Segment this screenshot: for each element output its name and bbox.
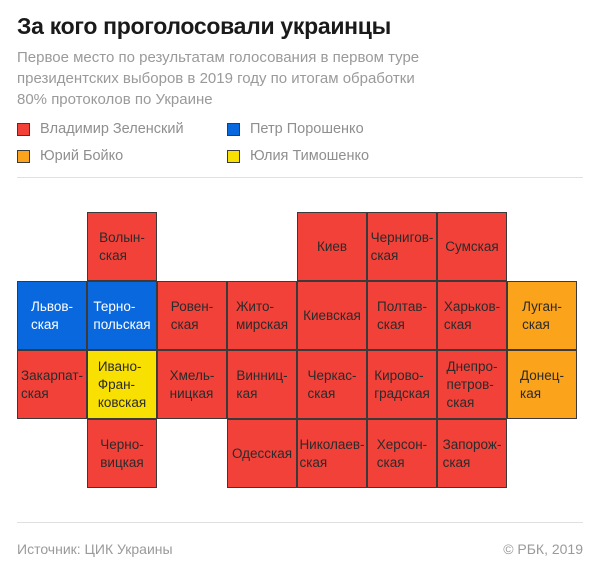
subtitle: Первое место по результатам голосования … bbox=[17, 49, 420, 108]
region-tile: Львов- ская bbox=[17, 281, 87, 350]
region-tile: Днепро- петров- ская bbox=[437, 350, 507, 419]
region-tile: Запорож- ская bbox=[437, 419, 507, 488]
legend-label: Петр Порошенко bbox=[250, 121, 364, 137]
legend-item-tymoshenko: Юлия Тимошенко bbox=[227, 146, 369, 166]
legend-label: Юлия Тимошенко bbox=[250, 148, 370, 164]
region-grid: Волын- ская Киев Чернигов- ская Сумская Льво… bbox=[17, 212, 577, 488]
region-tile-label: Ивано- Фран- ковская bbox=[97, 358, 147, 410]
infographic: За кого проголосовали украинцы Первое ме… bbox=[0, 12, 600, 558]
source-label: Источник: ЦИК Украины bbox=[17, 541, 173, 557]
region-tile-label: Полтав- ская bbox=[377, 298, 427, 332]
region-tile: Полтав- ская bbox=[367, 281, 437, 350]
region-tile-label: Николаев- ская bbox=[299, 436, 365, 470]
region-tile: Черкас- ская bbox=[297, 350, 367, 419]
region-tile-label: Чернигов- ская bbox=[370, 229, 434, 263]
region-tile: Черно- вицкая bbox=[87, 419, 157, 488]
legend-item-poroshenko: Петр Порошенко bbox=[227, 119, 369, 139]
region-tile-label: Винниц- кая bbox=[236, 367, 288, 401]
region-tile-label: Черно- вицкая bbox=[100, 436, 144, 470]
region-tile: Волын- ская bbox=[87, 212, 157, 281]
region-tile: Жито- мирская bbox=[227, 281, 297, 350]
region-tile: Луган- ская bbox=[507, 281, 577, 350]
region-tile-label: Херсон- ская bbox=[376, 436, 428, 470]
region-tile-label: Сумская bbox=[445, 238, 499, 254]
legend-swatch-icon bbox=[227, 149, 240, 163]
region-tile-label: Черкас- ская bbox=[307, 367, 357, 401]
region-tile: Ивано- Фран- ковская bbox=[87, 350, 157, 419]
region-tile: Киев bbox=[297, 212, 367, 281]
region-tile-label: Львов- ская bbox=[30, 298, 74, 332]
region-tile-label: Донец- кая bbox=[520, 367, 564, 401]
legend-swatch-icon bbox=[17, 149, 30, 163]
region-tile: Чернигов- ская bbox=[367, 212, 437, 281]
region-tile: Харьков- ская bbox=[437, 281, 507, 350]
region-tile-label: Волын- ская bbox=[99, 229, 145, 263]
region-tile: Киевская bbox=[297, 281, 367, 350]
legend-item-boyko: Юрий Бойко bbox=[17, 146, 227, 166]
region-tile-label: Днепро- петров- ская bbox=[446, 358, 498, 410]
region-tile: Херсон- ская bbox=[367, 419, 437, 488]
legend-label: Юрий Бойко bbox=[40, 148, 124, 164]
copyright-label: © РБК, 2019 bbox=[503, 541, 583, 557]
region-tile-label: Одесская bbox=[231, 445, 293, 461]
region-tile-label: Луган- ская bbox=[522, 298, 562, 332]
legend-swatch-icon bbox=[17, 122, 30, 136]
region-tile-label: Харьков- ская bbox=[443, 298, 501, 332]
region-tile: Ровен- ская bbox=[157, 281, 227, 350]
region-tile-label: Кирово- градская bbox=[374, 367, 430, 401]
region-tile: Донец- кая bbox=[507, 350, 577, 419]
region-tile-label: Закарпат- ская bbox=[20, 367, 84, 401]
page-title: За кого проголосовали украинцы bbox=[17, 13, 391, 39]
region-tile-label: Жито- мирская bbox=[235, 298, 289, 332]
legend-swatch-icon bbox=[227, 122, 240, 136]
region-tile: Сумская bbox=[437, 212, 507, 281]
region-tile-label: Терно- польская bbox=[93, 298, 151, 332]
footer: Источник: ЦИК Украины © РБК, 2019 bbox=[17, 540, 583, 558]
legend-label: Владимир Зеленский bbox=[40, 121, 184, 137]
region-tile-label: Запорож- ская bbox=[442, 436, 502, 470]
region-tile: Кирово- градская bbox=[367, 350, 437, 419]
region-tile: Одесская bbox=[227, 419, 297, 488]
top-divider bbox=[17, 177, 583, 178]
bottom-divider bbox=[17, 522, 583, 523]
legend-item-zelensky: Владимир Зеленский bbox=[17, 119, 227, 139]
region-tile-label: Ровен- ская bbox=[170, 298, 214, 332]
legend: Владимир Зеленский Петр Порошенко Юрий Бой… bbox=[17, 119, 583, 166]
region-tile-label: Хмель- ницкая bbox=[169, 367, 215, 401]
region-tile: Винниц- кая bbox=[227, 350, 297, 419]
region-tile: Хмель- ницкая bbox=[157, 350, 227, 419]
region-tile: Терно- польская bbox=[87, 281, 157, 350]
region-tile-label: Киев bbox=[316, 238, 348, 254]
region-tile: Закарпат- ская bbox=[17, 350, 87, 419]
region-tile-label: Киевская bbox=[303, 307, 361, 323]
region-tile: Николаев- ская bbox=[297, 419, 367, 488]
